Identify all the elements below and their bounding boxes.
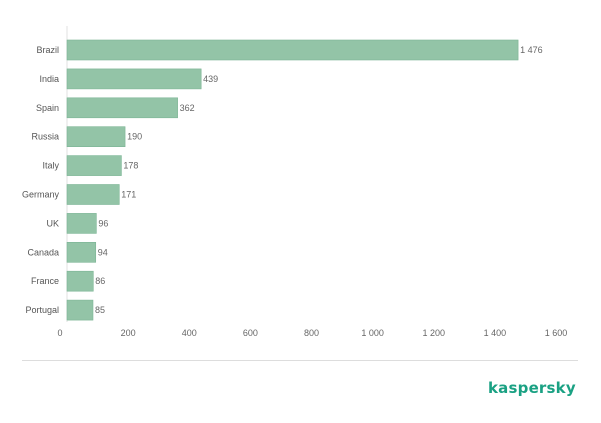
category-label-brazil: Brazil <box>36 45 59 55</box>
data-labels: 1 476 439 362 190 178 171 96 94 86 85 <box>95 45 543 315</box>
bar-brazil <box>66 39 519 61</box>
data-label-india: 439 <box>203 74 218 84</box>
data-label-portugal: 85 <box>95 305 105 315</box>
data-label-spain: 362 <box>180 103 195 113</box>
x-tick-label-0: 0 <box>57 328 62 338</box>
bar-canada <box>66 242 97 263</box>
x-tick-label-600: 600 <box>243 328 258 338</box>
data-label-italy: 178 <box>123 161 138 171</box>
bar-france <box>66 270 94 292</box>
x-tick-label-200: 200 <box>121 328 136 338</box>
kaspersky-logo: kaspersky <box>488 379 576 397</box>
x-axis-tick-labels: 0 200 400 600 800 1 000 1 200 1 400 1 600 <box>57 328 567 338</box>
category-label-portugal: Portugal <box>25 305 59 315</box>
x-tick-label-1200: 1 200 <box>422 328 445 338</box>
category-label-italy: Italy <box>42 161 59 171</box>
x-tick-label-800: 800 <box>304 328 319 338</box>
category-labels: Brazil India Spain Russia Italy Germany UK Cana… <box>22 45 60 315</box>
data-label-canada: 94 <box>98 247 108 257</box>
x-tick-label-1600: 1 600 <box>545 328 568 338</box>
data-label-uk: 96 <box>98 218 108 228</box>
category-label-france: France <box>31 276 59 286</box>
data-label-russia: 190 <box>127 132 142 142</box>
data-label-france: 86 <box>95 276 105 286</box>
bar-spain <box>66 97 178 119</box>
bar-russia <box>66 126 126 147</box>
bar-germany <box>66 184 120 205</box>
category-label-spain: Spain <box>36 103 59 113</box>
category-label-germany: Germany <box>22 190 60 200</box>
bar-india <box>66 68 202 90</box>
category-label-india: India <box>39 74 59 84</box>
bar-uk <box>66 213 97 234</box>
category-label-canada: Canada <box>27 247 59 257</box>
bars-group <box>66 39 519 321</box>
data-label-germany: 171 <box>121 190 136 200</box>
bar-italy <box>66 155 122 176</box>
bar-portugal <box>66 299 94 321</box>
x-tick-label-1000: 1 000 <box>361 328 384 338</box>
x-tick-label-1400: 1 400 <box>484 328 507 338</box>
category-label-russia: Russia <box>31 132 59 142</box>
category-label-uk: UK <box>46 218 59 228</box>
x-tick-label-400: 400 <box>182 328 197 338</box>
data-label-brazil: 1 476 <box>520 45 543 55</box>
footer-divider <box>22 360 578 361</box>
